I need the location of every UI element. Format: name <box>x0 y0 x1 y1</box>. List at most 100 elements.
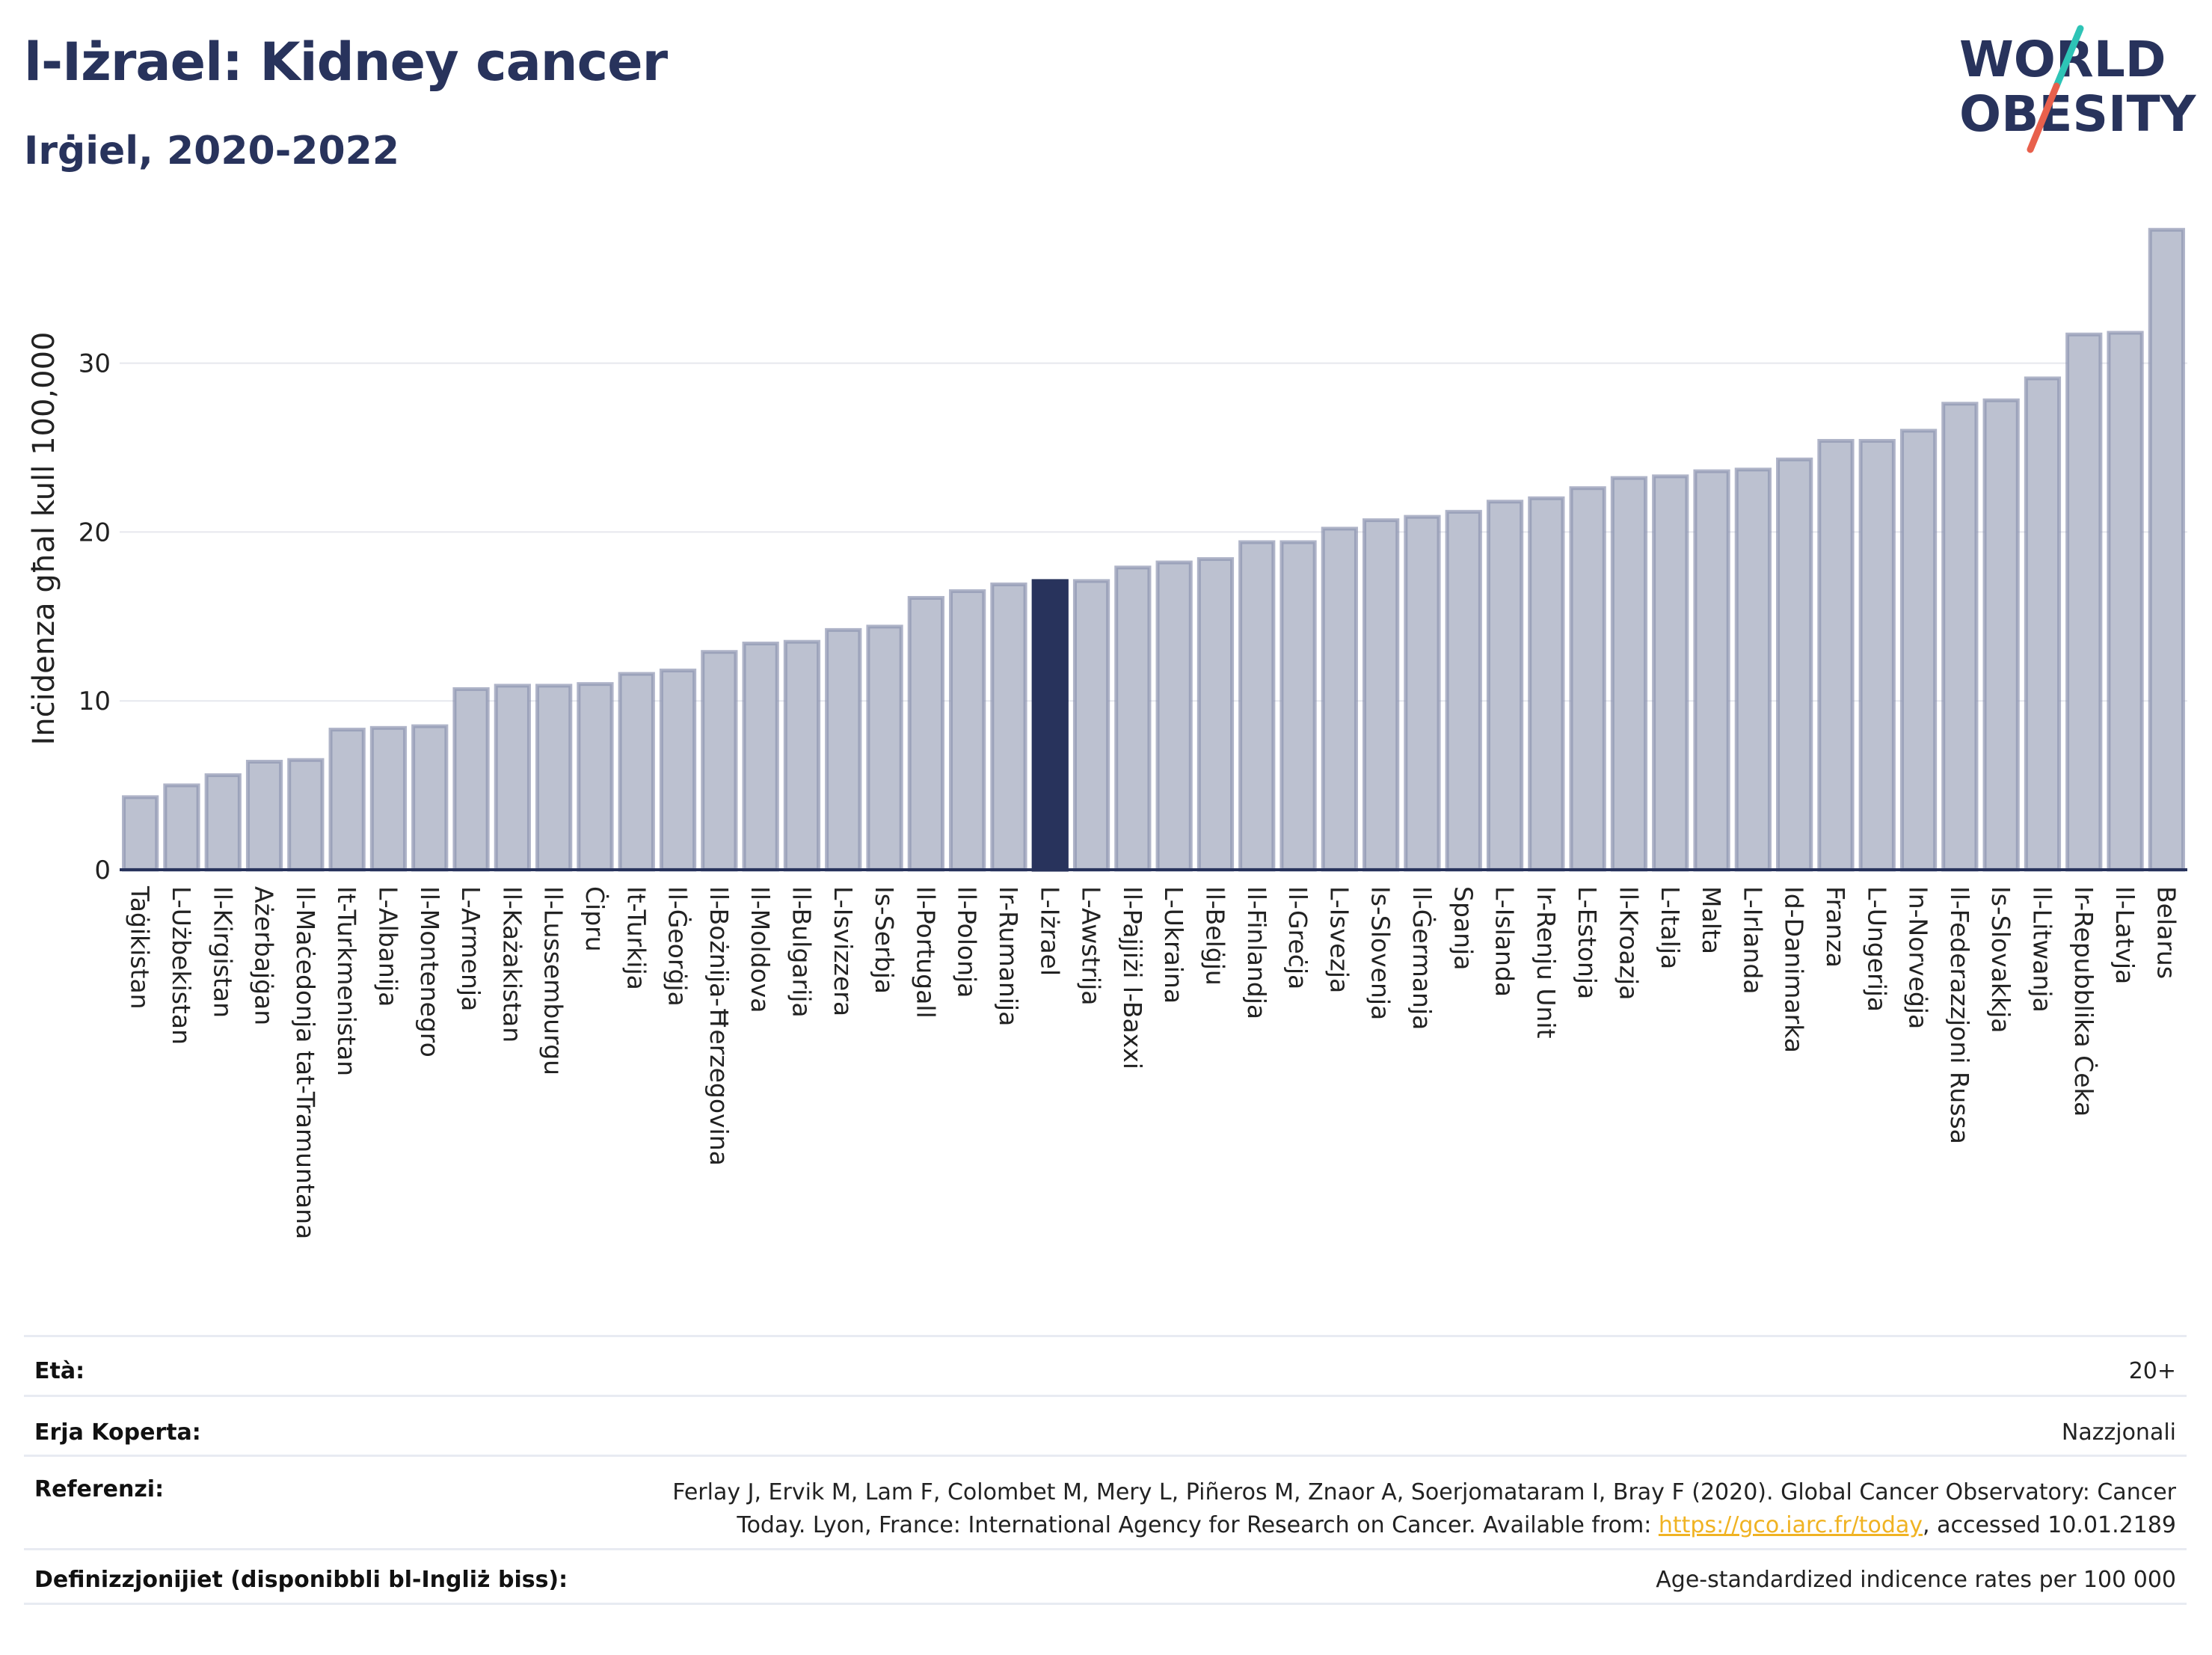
x-tick-label: Taġikistan <box>126 885 155 1010</box>
bar-19[interactable] <box>907 595 944 872</box>
references-text: Ferlay J, Ervik M, Lam F, Colombet M, Me… <box>672 1476 2176 1542</box>
x-tick-label: L-Islanda <box>1490 886 1520 997</box>
y-tick-label: 30 <box>79 349 111 379</box>
logo-slash-teal <box>2053 25 2084 90</box>
bar-21[interactable] <box>990 582 1027 872</box>
bar-41[interactable] <box>1817 438 1855 872</box>
bar-9[interactable] <box>494 684 531 872</box>
bar-27[interactable] <box>1238 540 1276 872</box>
bar-18[interactable] <box>866 624 903 872</box>
bar-35[interactable] <box>1569 486 1606 872</box>
bar-30[interactable] <box>1362 518 1400 872</box>
x-tick-label: Is-Slovenja <box>1366 886 1395 1020</box>
bar-38[interactable] <box>1693 469 1730 872</box>
bar-33[interactable] <box>1486 500 1524 872</box>
references-line1: Ferlay J, Ervik M, Lam F, Colombet M, Me… <box>672 1479 2176 1505</box>
references-link[interactable]: https://gco.iarc.fr/today <box>1658 1512 1923 1538</box>
bar-22[interactable] <box>1031 579 1069 872</box>
x-tick-label: Ir-Repubblika Ċeka <box>2069 886 2099 1117</box>
references-line2-pre: Today. Lyon, France: International Agenc… <box>737 1512 1659 1538</box>
bar-0[interactable] <box>122 795 159 872</box>
x-tick-label: Il-Belġju <box>1200 886 1229 986</box>
x-tick-label: Ċipru <box>580 886 610 952</box>
references-label: Referenzi: <box>34 1476 165 1502</box>
bar-49[interactable] <box>2148 227 2185 872</box>
bar-48[interactable] <box>2107 331 2144 872</box>
x-tick-label: Il-Kirgistan <box>208 886 237 1018</box>
bar-42[interactable] <box>1858 438 1896 872</box>
bar-14[interactable] <box>701 650 738 872</box>
references-line2: Today. Lyon, France: International Agenc… <box>672 1509 2176 1542</box>
bar-43[interactable] <box>1899 429 1938 872</box>
x-tick-label: Il-Portugall <box>911 886 940 1019</box>
bar-39[interactable] <box>1734 467 1772 872</box>
x-tick-label: Belarus <box>2151 886 2181 979</box>
page-subtitle: Irġiel, 2020-2022 <box>24 129 400 174</box>
y-tick-label: 20 <box>79 518 111 547</box>
bar-2[interactable] <box>204 773 242 872</box>
age-value: 20+ <box>2128 1358 2176 1384</box>
meta-row-references: Referenzi: Ferlay J, Ervik M, Lam F, Col… <box>24 1455 2187 1550</box>
bar-1[interactable] <box>163 783 200 872</box>
definitions-value: Age-standardized indicence rates per 100… <box>1656 1567 2176 1593</box>
axes: 0 10 20 30 Taġikistan L-Użbekistan Il-Kirgista… <box>79 349 2187 1239</box>
x-tick-label: Franza <box>1821 886 1850 968</box>
bar-8[interactable] <box>452 687 490 872</box>
bar-4[interactable] <box>287 758 325 872</box>
bar-13[interactable] <box>659 669 697 872</box>
x-tick-label: Il-Latvja <box>2110 886 2139 984</box>
bar-25[interactable] <box>1155 560 1193 872</box>
bar-26[interactable] <box>1196 557 1235 872</box>
meta-row-definitions: Definizzjonijiet (disponibbli bl-Ingliż … <box>24 1548 2187 1605</box>
bar-29[interactable] <box>1321 526 1358 872</box>
bar-37[interactable] <box>1652 474 1689 872</box>
bar-15[interactable] <box>742 641 779 872</box>
x-tick-label: Il-Polonja <box>953 886 982 998</box>
bar-40[interactable] <box>1776 457 1813 872</box>
bar-11[interactable] <box>577 682 614 872</box>
bar-10[interactable] <box>535 684 573 872</box>
x-tick-label: Il-Litwanja <box>2027 886 2056 1013</box>
bar-47[interactable] <box>2065 332 2103 872</box>
bar-44[interactable] <box>1941 402 1979 872</box>
x-tick-label: Il-Moldova <box>746 886 775 1013</box>
meta-row-coverage: Erja Koperta: Nazzjonali <box>24 1395 2187 1457</box>
bar-32[interactable] <box>1445 509 1482 872</box>
x-tick-label: Il-Maċedonja tat-Tramuntana <box>291 886 320 1239</box>
bar-45[interactable] <box>1982 398 2020 872</box>
logo-line2: OBESITY <box>1959 85 2197 143</box>
x-tick-label: Il-Finlandja <box>1242 886 1271 1019</box>
bar-12[interactable] <box>618 672 655 872</box>
bar-17[interactable] <box>825 627 862 872</box>
bar-46[interactable] <box>2024 376 2062 872</box>
bar-24[interactable] <box>1114 565 1152 872</box>
bar-16[interactable] <box>783 639 821 872</box>
x-tick-label: L-Ungerija <box>1862 886 1891 1012</box>
bar-34[interactable] <box>1528 496 1565 872</box>
bar-20[interactable] <box>949 589 986 872</box>
x-tick-label: Is-Slovakkja <box>1986 886 2015 1034</box>
x-tick-label: Il-Bożnija-Ħerzegovina <box>704 886 734 1166</box>
age-label: Età: <box>34 1358 85 1384</box>
x-tick-label: L-Użbekistan <box>167 886 196 1045</box>
bar-5[interactable] <box>328 728 366 872</box>
x-tick-label: Ir-Rumanija <box>994 886 1023 1026</box>
x-tick-label: L-Iżrael <box>1035 886 1064 976</box>
bar-23[interactable] <box>1072 579 1110 872</box>
x-tick-label: Ażerbajġan <box>250 886 279 1025</box>
bar-6[interactable] <box>369 725 408 872</box>
y-tick-label: 0 <box>94 856 111 885</box>
bar-28[interactable] <box>1279 540 1317 872</box>
bar-7[interactable] <box>411 724 449 872</box>
y-tick-label: 10 <box>79 687 111 716</box>
page-title: l-Iżrael: Kidney cancer <box>24 31 668 93</box>
bar-3[interactable] <box>245 759 283 872</box>
x-tick-label: L-Isvizzera <box>829 886 858 1016</box>
bar-chart: 0 10 20 30 Taġikistan L-Użbekistan Il-Kirgista… <box>27 227 2187 1239</box>
x-tick-label: Il-Montenegro <box>415 886 444 1057</box>
bar-31[interactable] <box>1404 515 1441 872</box>
coverage-value: Nazzjonali <box>2061 1419 2176 1446</box>
meta-row-age: Età: 20+ <box>24 1335 2187 1397</box>
x-tick-label: Il-Greċja <box>1283 886 1312 989</box>
bar-36[interactable] <box>1610 476 1648 872</box>
